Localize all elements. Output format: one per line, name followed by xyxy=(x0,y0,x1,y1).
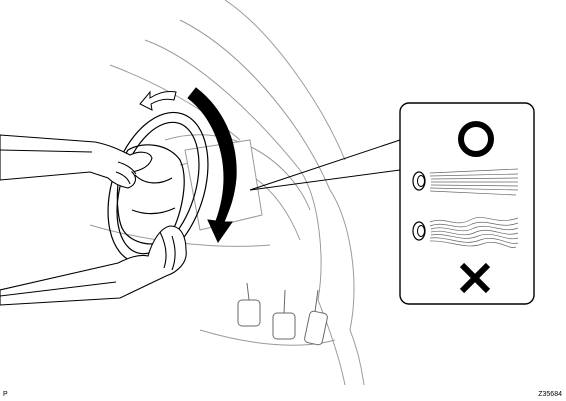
pedal-group xyxy=(238,283,328,346)
clutch-pedal xyxy=(304,310,328,345)
corner-mark-left: P xyxy=(3,391,8,398)
air-vent-icon xyxy=(413,172,425,190)
brake-pedal xyxy=(238,300,260,326)
accelerator-pedal xyxy=(273,313,295,339)
small-arrow-icon xyxy=(140,91,176,110)
callout-leader xyxy=(250,140,400,190)
air-vent-icon xyxy=(413,222,425,240)
figure-code: Z35684 xyxy=(538,391,562,398)
right-hand xyxy=(0,226,186,305)
